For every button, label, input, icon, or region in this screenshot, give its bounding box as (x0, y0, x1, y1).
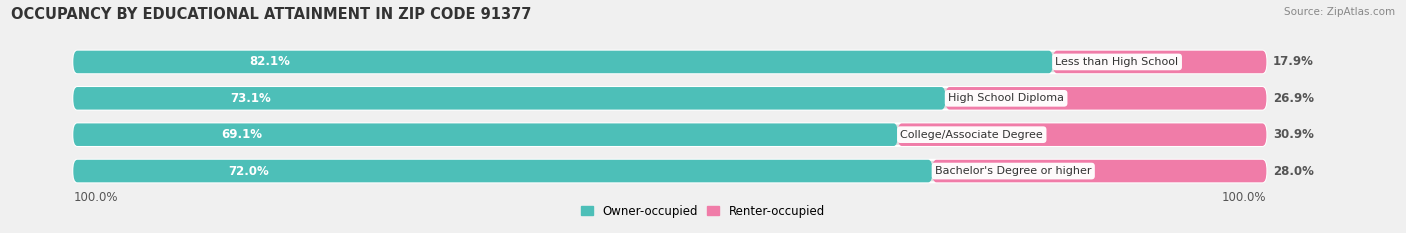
Text: College/Associate Degree: College/Associate Degree (900, 130, 1043, 140)
Text: 73.1%: 73.1% (231, 92, 271, 105)
FancyBboxPatch shape (945, 87, 1267, 110)
FancyBboxPatch shape (73, 87, 1267, 110)
Text: 72.0%: 72.0% (228, 164, 269, 178)
Text: 26.9%: 26.9% (1272, 92, 1315, 105)
FancyBboxPatch shape (73, 123, 1267, 146)
FancyBboxPatch shape (73, 51, 1053, 73)
Text: 30.9%: 30.9% (1272, 128, 1315, 141)
Text: 69.1%: 69.1% (222, 128, 263, 141)
FancyBboxPatch shape (898, 123, 1267, 146)
FancyBboxPatch shape (73, 160, 1267, 182)
FancyBboxPatch shape (73, 87, 945, 110)
Text: 100.0%: 100.0% (73, 191, 118, 204)
Text: Less than High School: Less than High School (1056, 57, 1178, 67)
Text: 17.9%: 17.9% (1272, 55, 1315, 69)
FancyBboxPatch shape (73, 51, 1267, 73)
FancyBboxPatch shape (932, 160, 1267, 182)
FancyBboxPatch shape (73, 123, 898, 146)
FancyBboxPatch shape (73, 160, 932, 182)
Text: 28.0%: 28.0% (1272, 164, 1315, 178)
Text: Bachelor's Degree or higher: Bachelor's Degree or higher (935, 166, 1091, 176)
Text: OCCUPANCY BY EDUCATIONAL ATTAINMENT IN ZIP CODE 91377: OCCUPANCY BY EDUCATIONAL ATTAINMENT IN Z… (11, 7, 531, 22)
Legend: Owner-occupied, Renter-occupied: Owner-occupied, Renter-occupied (581, 205, 825, 218)
Text: High School Diploma: High School Diploma (948, 93, 1064, 103)
Text: 100.0%: 100.0% (1222, 191, 1267, 204)
Text: Source: ZipAtlas.com: Source: ZipAtlas.com (1284, 7, 1395, 17)
FancyBboxPatch shape (1053, 51, 1267, 73)
Text: 82.1%: 82.1% (250, 55, 291, 69)
